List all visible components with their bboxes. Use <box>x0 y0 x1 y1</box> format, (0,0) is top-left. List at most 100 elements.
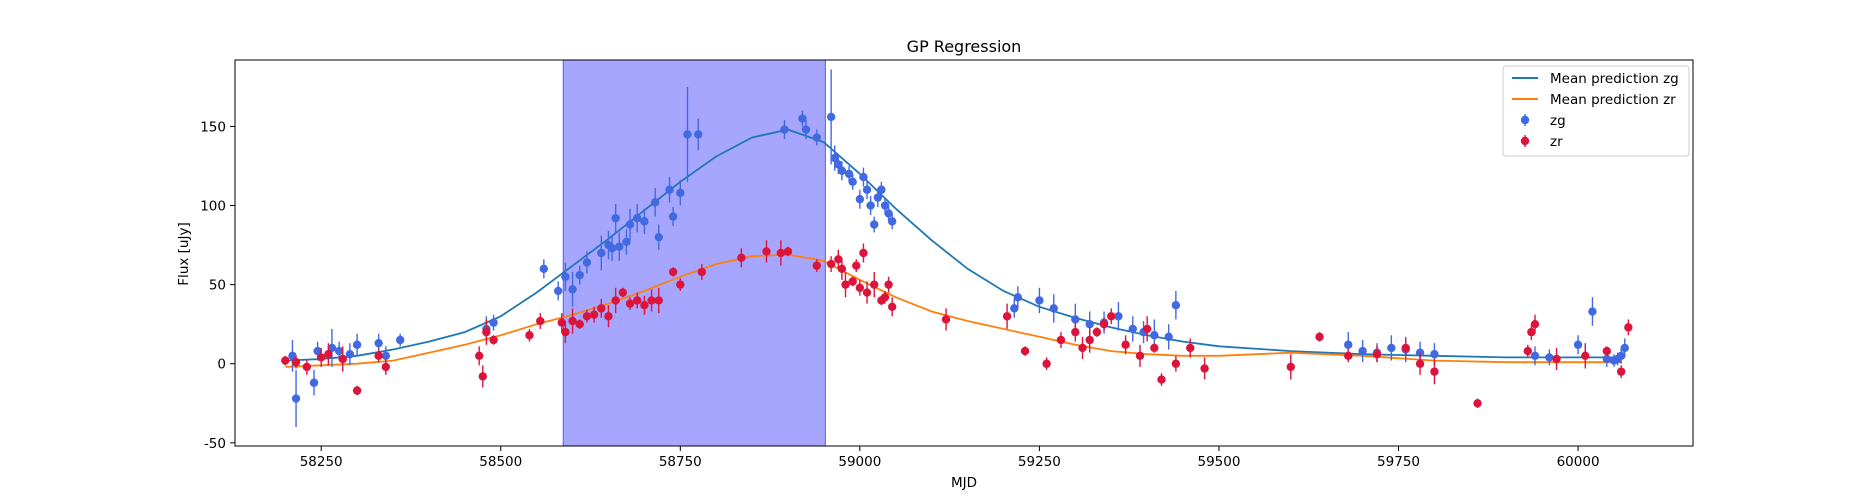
point-zr-16 <box>561 321 570 344</box>
point-zg-4 <box>327 328 337 367</box>
point-zr-85 <box>1616 365 1626 378</box>
marker-zg-45 <box>855 195 865 204</box>
marker-zg-43 <box>844 169 854 179</box>
marker-zr-4 <box>324 350 333 359</box>
point-zr-22 <box>604 305 613 328</box>
axes: 58250 58500 58750 59000 59250 59500 59750 60000… <box>200 59 1694 470</box>
point-zr-68 <box>1171 355 1181 372</box>
point-zr-65 <box>1142 316 1152 342</box>
legend-label-zr: zr <box>1550 134 1563 150</box>
point-zr-24 <box>618 287 628 298</box>
point-zr-50 <box>884 276 893 293</box>
marker-zr-26 <box>633 296 642 305</box>
point-zg-55 <box>1010 298 1019 318</box>
point-zr-0 <box>281 355 290 366</box>
point-zr-17 <box>568 308 577 334</box>
marker-zr-37 <box>812 261 821 270</box>
point-zr-76 <box>1415 352 1425 375</box>
legend-label-mean-prediction-zg: Mean prediction zg <box>1550 71 1679 87</box>
marker-zr-85 <box>1616 367 1626 376</box>
point-zr-84 <box>1602 346 1612 356</box>
point-zr-31 <box>676 278 685 291</box>
x-tick-label-58250: 58250 <box>300 454 343 470</box>
marker-zr-16 <box>561 327 570 337</box>
y-axis-label: Flux [uJy] <box>176 222 192 285</box>
marker-zg-17 <box>575 270 584 280</box>
mean-prediction-line-zg <box>285 128 1622 362</box>
point-zg-37 <box>801 120 811 140</box>
marker-zr-35 <box>776 248 786 258</box>
marker-zg-0 <box>288 351 297 361</box>
marker-zr-79 <box>1523 346 1533 356</box>
marker-zg-35 <box>780 125 789 134</box>
marker-zr-50 <box>884 280 893 289</box>
marker-zg-29 <box>654 232 663 242</box>
point-zr-51 <box>887 297 897 317</box>
marker-zg-47 <box>862 185 872 194</box>
marker-zr-33 <box>737 253 746 262</box>
marker-zr-46 <box>862 288 872 297</box>
marker-zr-67 <box>1157 375 1166 384</box>
point-zg-25 <box>625 208 635 241</box>
marker-zg-12 <box>489 318 498 327</box>
marker-zg-67 <box>1171 301 1181 310</box>
point-zg-10 <box>395 333 405 347</box>
marker-zr-31 <box>676 280 685 289</box>
x-tick-label-59500: 59500 <box>1197 454 1240 470</box>
marker-zr-24 <box>618 288 628 297</box>
point-zr-40 <box>837 257 847 280</box>
marker-zg-50 <box>873 193 883 202</box>
point-zr-66 <box>1150 343 1159 353</box>
marker-zr-54 <box>1020 346 1030 356</box>
point-zr-53 <box>1002 303 1012 329</box>
marker-zr-55 <box>1042 359 1051 368</box>
marker-zg-7 <box>352 340 362 349</box>
marker-zr-60 <box>1092 327 1102 337</box>
marker-zg-41 <box>834 160 843 169</box>
point-zg-36 <box>798 110 807 127</box>
point-zg-31 <box>668 207 678 227</box>
marker-zr-12 <box>489 335 498 345</box>
point-zr-45 <box>859 243 868 263</box>
point-zg-18 <box>582 251 592 274</box>
marker-zr-65 <box>1142 324 1152 334</box>
point-zr-9 <box>474 346 484 366</box>
point-zr-4 <box>324 343 333 366</box>
legend-marker-zg <box>1520 114 1530 126</box>
point-zg-26 <box>633 203 642 233</box>
point-zr-7 <box>374 349 383 363</box>
legend: Mean prediction zg Mean prediction zr zg… <box>1502 65 1690 157</box>
point-zg-54 <box>887 213 897 230</box>
point-zr-11 <box>482 319 491 345</box>
point-zr-80 <box>1527 324 1536 341</box>
point-zg-46 <box>859 167 868 187</box>
point-zg-19 <box>597 235 606 271</box>
marker-zg-49 <box>870 220 879 229</box>
point-zr-86 <box>1624 319 1633 336</box>
marker-zr-73 <box>1344 351 1353 361</box>
point-zg-82 <box>1616 347 1626 364</box>
point-zr-28 <box>647 289 656 312</box>
marker-zr-47 <box>870 280 879 289</box>
marker-zr-45 <box>859 248 868 258</box>
marker-zr-86 <box>1624 323 1633 332</box>
marker-zr-68 <box>1171 359 1181 368</box>
point-zg-67 <box>1171 290 1181 320</box>
legend-dot-zg <box>1520 115 1530 125</box>
x-tick-label-60000: 60000 <box>1557 454 1600 470</box>
point-zr-10 <box>478 365 487 388</box>
marker-zr-39 <box>834 255 843 264</box>
marker-zr-20 <box>589 310 599 319</box>
point-zr-3 <box>316 347 326 367</box>
marker-zg-26 <box>633 213 642 223</box>
marker-zg-30 <box>665 185 674 194</box>
marker-zg-83 <box>1620 343 1629 353</box>
marker-zg-37 <box>801 125 811 134</box>
point-zr-47 <box>870 271 879 298</box>
marker-zg-32 <box>676 188 685 198</box>
marker-zr-71 <box>1286 362 1295 372</box>
marker-zr-75 <box>1401 343 1410 353</box>
point-zr-63 <box>1121 335 1130 355</box>
marker-zr-29 <box>654 296 663 305</box>
marker-zg-57 <box>1035 296 1044 305</box>
